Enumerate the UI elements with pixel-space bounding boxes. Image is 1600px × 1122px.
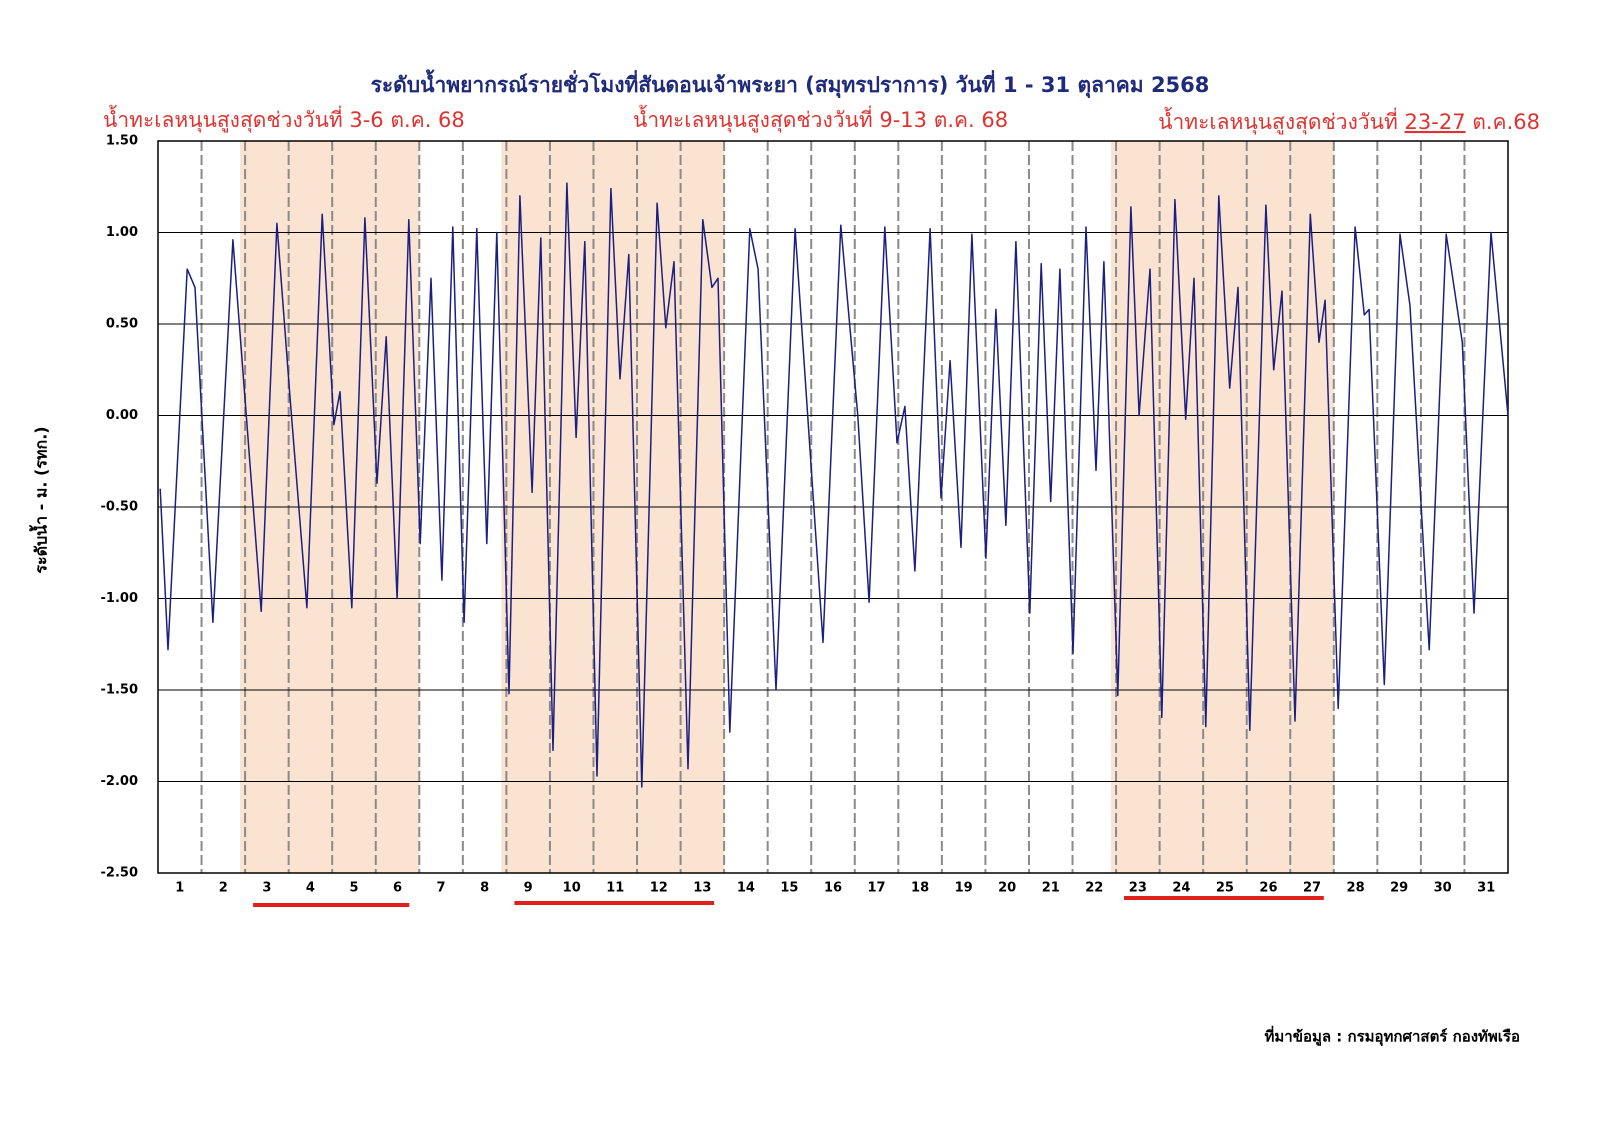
y-tick-label: -2.50 — [101, 866, 138, 881]
y-tick-label: -1.50 — [101, 683, 138, 698]
x-tick-label: 23 — [1129, 881, 1147, 896]
x-tick-label: 29 — [1390, 881, 1408, 896]
x-tick-label: 22 — [1085, 881, 1103, 896]
x-tick-label: 31 — [1477, 881, 1495, 896]
x-tick-label: 6 — [393, 881, 402, 896]
x-tick-label: 14 — [737, 881, 755, 896]
x-tick-label: 20 — [998, 881, 1016, 896]
x-tick-label: 28 — [1347, 881, 1365, 896]
x-tick-label: 30 — [1434, 881, 1452, 896]
annotation: น้ำทะเลหนุนสูงสุดช่วงวันที่ 9-13 ต.ค. 68 — [633, 105, 1008, 133]
chart-title: ระดับน้ำพยากรณ์รายชั่วโมงที่สันดอนเจ้าพร… — [371, 69, 1210, 99]
y-tick-label: 0.50 — [106, 317, 138, 332]
x-tick-label: 1 — [175, 881, 184, 896]
annotation-text: ต.ค.68 — [1466, 110, 1540, 134]
x-tick-label: 4 — [306, 881, 315, 896]
x-tick-label: 7 — [437, 881, 446, 896]
x-tick-label: 12 — [650, 881, 668, 896]
x-tick-label: 9 — [524, 881, 533, 896]
x-tick-label: 27 — [1303, 881, 1321, 896]
x-tick-label: 19 — [955, 881, 973, 896]
plot-background — [157, 140, 1509, 907]
annotation-text: น้ำทะเลหนุนสูงสุดช่วงวันที่ 3-6 ต.ค. 68 — [103, 105, 465, 133]
x-tick-label: 11 — [606, 881, 624, 896]
annotation-text: น้ำทะเลหนุนสูงสุดช่วงวันที่ — [1158, 107, 1404, 135]
y-tick-label: 1.50 — [106, 134, 138, 149]
x-tick-label: 21 — [1042, 881, 1060, 896]
x-tick-label: 26 — [1259, 881, 1277, 896]
y-axis-title: ระดับน้ำ - ม. (รทก.) — [29, 426, 51, 573]
x-tick-label: 25 — [1216, 881, 1234, 896]
annotation-text: น้ำทะเลหนุนสูงสุดช่วงวันที่ 9-13 ต.ค. 68 — [633, 105, 1008, 133]
plot-frame — [157, 140, 1509, 874]
x-tick-label: 16 — [824, 881, 842, 896]
x-tick-label: 13 — [693, 881, 711, 896]
y-tick-label: -2.00 — [101, 774, 138, 789]
y-tick-label: -0.50 — [101, 500, 138, 515]
x-tick-label: 10 — [563, 881, 581, 896]
x-tick-label: 3 — [262, 881, 271, 896]
x-tick-label: 8 — [480, 881, 489, 896]
x-tick-label: 17 — [868, 881, 886, 896]
x-tick-label: 24 — [1172, 881, 1190, 896]
source-note: ที่มาข้อมูล : กรมอุทกศาสตร์ กองทัพเรือ — [1265, 1026, 1521, 1047]
annotation: น้ำทะเลหนุนสูงสุดช่วงวันที่ 3-6 ต.ค. 68 — [103, 105, 465, 133]
tide-line — [159, 182, 1509, 788]
annotation: น้ำทะเลหนุนสูงสุดช่วงวันที่ 23-27 ต.ค.68 — [1158, 107, 1540, 135]
y-tick-label: 0.00 — [106, 408, 138, 423]
y-tick-label: -1.00 — [101, 591, 138, 606]
x-tick-label: 18 — [911, 881, 929, 896]
x-tick-label: 2 — [219, 881, 228, 896]
y-tick-label: 1.00 — [106, 225, 138, 240]
x-tick-label: 15 — [780, 881, 798, 896]
x-tick-label: 5 — [349, 881, 358, 896]
annotation-text: 23-27 — [1405, 110, 1466, 134]
